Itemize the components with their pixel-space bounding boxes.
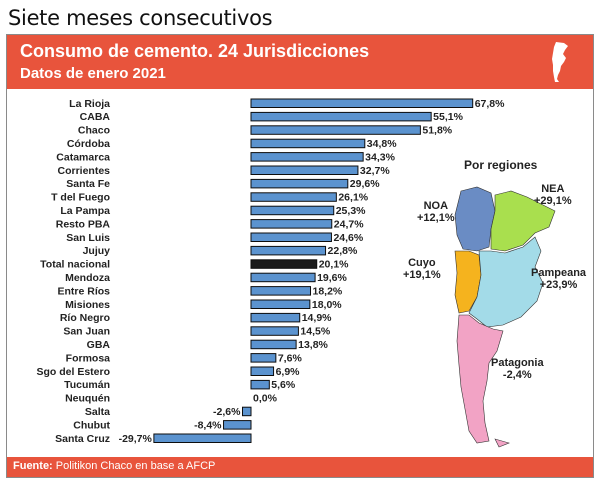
bar xyxy=(250,205,335,216)
bar xyxy=(250,259,318,269)
category-label: Tucumán xyxy=(64,379,110,391)
data-label: 24,6% xyxy=(333,232,363,244)
category-label: Neuquén xyxy=(65,393,110,405)
region-cuyo-label: Cuyo +19,1% xyxy=(403,257,441,281)
category-label: Corrientes xyxy=(57,165,110,177)
category-label: CABA xyxy=(80,111,111,123)
data-label: 55,1% xyxy=(433,111,463,123)
data-label: 34,8% xyxy=(367,138,397,150)
data-label: 14,9% xyxy=(302,312,332,324)
data-label: 34,3% xyxy=(365,151,395,163)
data-label: 32,7% xyxy=(360,165,390,177)
category-label: Catamarca xyxy=(56,151,110,163)
category-label: Mendoza xyxy=(65,272,110,284)
data-label: 18,0% xyxy=(312,299,342,311)
data-label: 14,5% xyxy=(300,326,330,338)
data-label: 22,8% xyxy=(328,245,358,257)
page-heading: Siete meses consecutivos xyxy=(8,6,273,30)
bar xyxy=(250,299,311,309)
bar-chart: La Rioja 67,8% CABA 55,1% Chaco 51,8% Córdoba 3… xyxy=(36,98,505,445)
region-cuyo-shape xyxy=(454,250,482,314)
regions-map xyxy=(454,186,556,448)
category-label: Santa Cruz xyxy=(55,433,110,445)
category-label: Formosa xyxy=(66,352,111,364)
data-label: 7,6% xyxy=(278,352,303,364)
bar xyxy=(153,433,252,443)
category-label: Resto PBA xyxy=(56,218,111,230)
category-label: GBA xyxy=(87,339,111,351)
bar xyxy=(241,406,252,417)
data-label: 67,8% xyxy=(475,98,505,110)
bar xyxy=(250,272,316,283)
bar xyxy=(223,420,252,430)
data-label: 29,6% xyxy=(350,178,380,190)
bar xyxy=(250,366,275,376)
data-label: 24,7% xyxy=(334,218,364,230)
data-label: 26,1% xyxy=(338,192,368,204)
category-label: Salta xyxy=(85,406,110,418)
category-label: San Luis xyxy=(66,232,110,244)
chart-title: Consumo de cemento. 24 Jurisdicciones xyxy=(20,41,370,61)
category-label: Chaco xyxy=(78,125,110,137)
category-label: T del Fuego xyxy=(51,192,110,204)
category-label: Total nacional xyxy=(40,259,110,271)
data-label: 6,9% xyxy=(276,366,301,378)
bar xyxy=(250,219,333,229)
regions-title: Por regiones xyxy=(464,158,538,172)
chart-card: Consumo de cemento. 24 Jurisdicciones Da… xyxy=(6,34,594,478)
region-pampeana-shape xyxy=(468,236,544,328)
category-label: Córdoba xyxy=(67,138,110,150)
category-label: Entre Ríos xyxy=(57,285,110,297)
data-label: 51,8% xyxy=(422,125,452,137)
bar xyxy=(250,138,366,149)
data-label: -29,7% xyxy=(119,433,153,445)
bar xyxy=(250,111,432,122)
bar xyxy=(250,178,349,189)
bar xyxy=(250,165,359,175)
data-label: 18,2% xyxy=(313,285,343,297)
data-label: -2,6% xyxy=(213,406,241,418)
region-nea-label: NEA +29,1% xyxy=(534,183,572,207)
chart-header: Consumo de cemento. 24 Jurisdicciones Da… xyxy=(7,35,593,89)
bar xyxy=(250,353,277,363)
data-label: 25,3% xyxy=(336,205,366,217)
region-nea-shape xyxy=(490,190,556,252)
bar xyxy=(250,152,364,162)
bar xyxy=(250,192,337,202)
category-label: Santa Fe xyxy=(66,178,110,190)
region-patagonia-label: Patagonia -2,4% xyxy=(491,357,544,381)
bar xyxy=(250,98,474,108)
bar xyxy=(250,339,297,350)
data-label: 0,0% xyxy=(253,393,278,405)
bar xyxy=(250,232,332,242)
data-label: -8,4% xyxy=(194,419,222,431)
data-label: 5,6% xyxy=(271,379,296,391)
data-label: 13,8% xyxy=(298,339,328,351)
footer: Fuente: Politikon Chaco en base a AFCP xyxy=(7,457,593,477)
region-noa-shape xyxy=(454,186,496,252)
bar xyxy=(250,312,301,323)
category-label: San Juan xyxy=(63,326,110,338)
bar xyxy=(250,326,299,336)
bar xyxy=(250,125,421,135)
category-label: La Rioja xyxy=(69,98,110,110)
region-pampeana-label: Pampeana +23,9% xyxy=(531,267,587,291)
data-label: 19,6% xyxy=(317,272,347,284)
data-label: 20,1% xyxy=(319,259,349,271)
source-text: Fuente: Politikon Chaco en base a AFCP xyxy=(13,460,216,472)
category-label: La Pampa xyxy=(60,205,110,217)
bar xyxy=(250,245,327,256)
argentina-map-icon xyxy=(552,42,568,82)
bar xyxy=(250,286,312,296)
region-patagonia-shape xyxy=(456,314,504,444)
category-label: Sgo del Estero xyxy=(36,366,110,378)
category-label: Río Negro xyxy=(60,312,110,324)
category-label: Chubut xyxy=(73,419,110,431)
chart-subtitle: Datos de enero 2021 xyxy=(20,65,166,82)
category-label: Misiones xyxy=(65,299,110,311)
category-label: Jujuy xyxy=(83,245,111,257)
bar xyxy=(250,379,270,390)
region-noa-label: NOA +12,1% xyxy=(417,200,455,224)
